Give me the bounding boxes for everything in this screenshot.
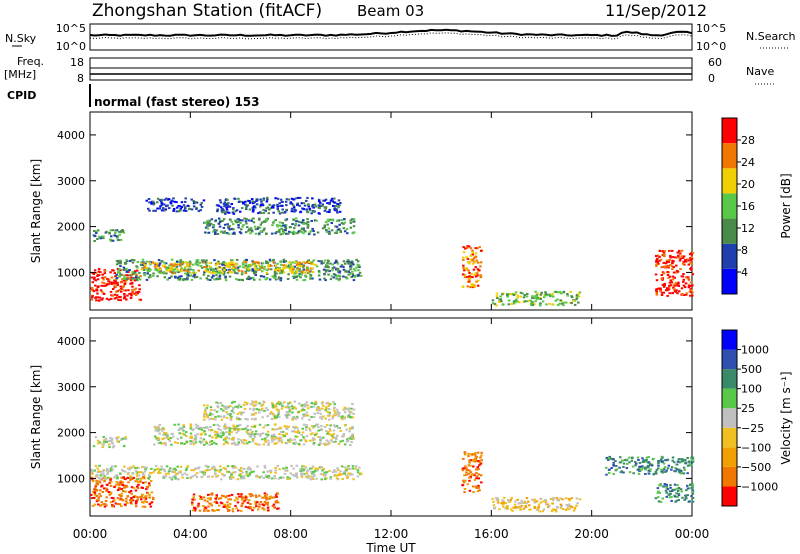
noise-panel: N.Sky 10^5 10^0 10^5 10^0 N.Search xyxy=(5,22,796,53)
velocity-y-tick-label: 4000 xyxy=(57,335,85,348)
nsky-tick-low: 10^0 xyxy=(56,40,86,53)
power-echo-region-6 xyxy=(215,196,342,215)
velocity-colorbar-cell xyxy=(722,330,737,350)
power-colorbar-cell xyxy=(722,118,737,144)
power-y-tick-label: 2000 xyxy=(57,221,85,234)
velocity-echo-region-1 xyxy=(90,464,363,481)
power-colorbar-tick: 8 xyxy=(741,244,748,257)
power-panel: 1000 2000 3000 4000 Slant Range [km] 28 24 20 16… xyxy=(29,111,793,311)
power-colorbar-tick: 4 xyxy=(741,266,748,279)
velocity-colorbar-tick: 25 xyxy=(741,402,755,415)
velocity-colorbar-cell xyxy=(722,486,737,506)
power-y-tick-label: 1000 xyxy=(57,266,85,279)
power-y-tick-label: 4000 xyxy=(57,129,85,142)
power-echo-region-5 xyxy=(203,217,356,236)
cpid-mode: normal (fast stereo) 153 xyxy=(94,95,260,109)
noise-sky-trace xyxy=(89,28,693,37)
station-title: Zhongshan Station (fitACF) xyxy=(92,1,322,21)
velocity-echo-region-4 xyxy=(203,400,356,421)
power-echo-region-9 xyxy=(654,249,695,297)
power-y-axis-title: Slant Range [km] xyxy=(29,159,43,263)
nave-tick-high: 60 xyxy=(708,56,722,69)
velocity-y-tick-label: 1000 xyxy=(57,472,85,485)
velocity-colorbar-tick: 1000 xyxy=(741,344,769,357)
power-colorbar-cell xyxy=(722,243,737,269)
velocity-colorbar-title: Velocity [m s⁻¹] xyxy=(779,371,793,464)
cpid-label: CPID xyxy=(7,89,36,102)
nsearch-tick-high: 10^5 xyxy=(696,22,726,35)
date-label: 11/Sep/2012 xyxy=(605,1,707,20)
freq-panel: Freq. [MHz] 18 8 60 0 Nave xyxy=(4,55,775,85)
time-tick-label: 04:00 xyxy=(173,527,208,541)
velocity-y-tick-label: 2000 xyxy=(57,427,85,440)
time-axis: 00:00 04:00 08:00 12:00 16:00 20:00 00:00 xyxy=(73,527,710,541)
time-tick-label: 16:00 xyxy=(474,527,509,541)
time-tick-label: 20:00 xyxy=(574,527,609,541)
velocity-colorbar-cell xyxy=(722,427,737,448)
freq-unit-label: [MHz] xyxy=(4,68,36,81)
velocity-colorbar-cell xyxy=(722,466,737,487)
power-y-tick-label: 3000 xyxy=(57,175,85,188)
velocity-colorbar-cell xyxy=(722,388,737,409)
nave-tick-low: 0 xyxy=(708,72,715,85)
velocity-echo-region-6 xyxy=(461,451,483,494)
nsky-label: N.Sky xyxy=(5,32,37,45)
freq-label: Freq. xyxy=(17,55,44,68)
power-echo-region-8 xyxy=(491,290,582,307)
power-colorbar-cell xyxy=(722,143,737,169)
velocity-colorbar-tick: −1000 xyxy=(741,480,778,493)
velocity-y-tick-label: 3000 xyxy=(57,381,85,394)
power-colorbar-tick: 16 xyxy=(741,200,755,213)
power-colorbar-tick: 12 xyxy=(741,222,755,235)
velocity-colorbar-tick: −500 xyxy=(741,461,771,474)
velocity-echo-region-0 xyxy=(90,476,155,508)
velocity-colorbar-cell xyxy=(722,349,737,370)
velocity-colorbar-tick: 500 xyxy=(741,363,762,376)
beam-label: Beam 03 xyxy=(357,2,424,20)
time-tick-label: 12:00 xyxy=(374,527,409,541)
velocity-echo-region-9 xyxy=(654,483,695,503)
x-axis-title: Time UT xyxy=(365,541,416,554)
power-colorbar-title: Power [dB] xyxy=(779,173,793,238)
power-echo-region-1 xyxy=(92,229,126,242)
velocity-colorbar-cell xyxy=(722,369,737,389)
nave-label: Nave xyxy=(746,65,774,78)
nsearch-label: N.Search xyxy=(746,30,796,43)
power-echo-region-7 xyxy=(461,245,483,289)
power-echo-region-3 xyxy=(140,261,317,275)
power-colorbar-tick: 24 xyxy=(741,156,755,169)
velocity-echo-region-3 xyxy=(153,423,356,446)
velocity-panel: 1000 2000 3000 4000 Slant Range [km] 1000 500 1… xyxy=(29,317,793,517)
power-colorbar-tick: 28 xyxy=(741,134,755,147)
freq-tick-high: 18 xyxy=(70,56,84,69)
time-tick-label: 08:00 xyxy=(273,527,308,541)
velocity-colorbar-tick: −25 xyxy=(741,422,764,435)
power-colorbar-cell xyxy=(722,193,737,219)
time-tick-label: 00:00 xyxy=(73,527,108,541)
velocity-echo-region-5 xyxy=(191,492,280,513)
power-echo-region-4 xyxy=(145,197,206,213)
time-tick-label: 00:00 xyxy=(675,527,710,541)
freq-tick-low: 8 xyxy=(77,72,84,85)
velocity-colorbar-tick: 100 xyxy=(741,383,762,396)
velocity-colorbar-cell xyxy=(722,447,737,467)
power-colorbar-tick: 20 xyxy=(741,178,755,191)
velocity-colorbar-tick: −100 xyxy=(741,441,771,454)
nsearch-tick-low: 10^0 xyxy=(696,40,726,53)
power-colorbar-cell xyxy=(722,268,737,294)
velocity-echo-region-8 xyxy=(605,455,695,476)
power-colorbar-cell xyxy=(722,168,737,194)
velocity-y-axis-title: Slant Range [km] xyxy=(29,365,43,469)
nsky-tick-high: 10^5 xyxy=(56,22,86,35)
velocity-echo-region-2 xyxy=(92,436,128,449)
velocity-echo-region-7 xyxy=(491,496,582,513)
velocity-colorbar-cell xyxy=(722,408,737,428)
power-echo-region-0 xyxy=(90,268,143,302)
power-colorbar-cell xyxy=(722,218,737,244)
